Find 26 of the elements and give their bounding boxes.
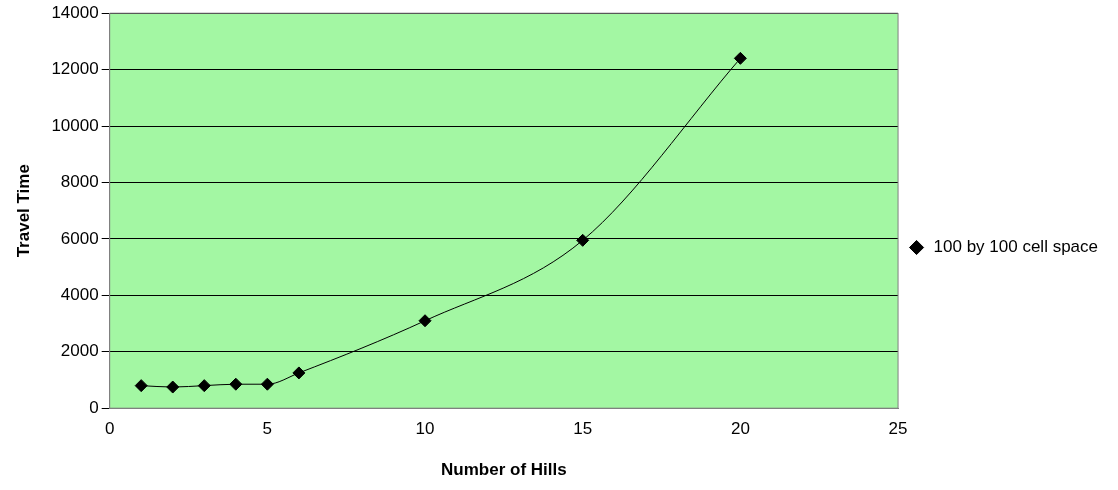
y-tick-label: 12000 — [51, 59, 99, 79]
point — [229, 377, 243, 391]
point — [292, 366, 306, 380]
y-tick-label: 0 — [89, 397, 99, 417]
y-tick-label: 6000 — [60, 228, 99, 248]
x-tick-label: 5 — [262, 419, 273, 439]
x-tick-label: 25 — [888, 419, 908, 439]
x-axis-title: Number of Hills — [441, 460, 567, 480]
point — [197, 379, 211, 393]
legend-label: 100 by 100 cell space — [933, 237, 1099, 257]
y-tick-label: 14000 — [51, 2, 99, 22]
x-tick-label: 20 — [730, 419, 750, 439]
point — [134, 379, 148, 393]
y-tick-label: 4000 — [60, 285, 99, 305]
point — [260, 377, 274, 391]
point — [733, 51, 747, 65]
x-tick-label: 0 — [104, 419, 115, 439]
y-tick-label: 2000 — [60, 341, 99, 361]
point — [418, 314, 432, 328]
point — [166, 380, 180, 394]
y-axis-title: Travel Time — [13, 164, 33, 258]
point — [576, 233, 590, 247]
y-tick-label: 8000 — [60, 172, 99, 192]
x-tick-label: 15 — [573, 419, 593, 439]
y-tick-label: 10000 — [51, 115, 99, 135]
x-tick-label: 10 — [415, 419, 435, 439]
